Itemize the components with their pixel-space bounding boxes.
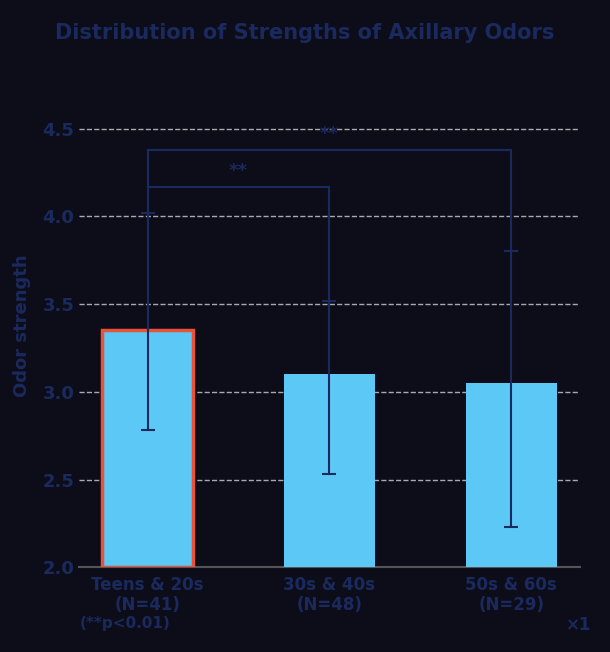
Text: (**p<0.01): (**p<0.01) (79, 616, 170, 631)
Bar (284, 374, 375, 567)
Bar (102, 331, 193, 567)
Bar (466, 383, 557, 567)
Text: ×1: ×1 (566, 616, 592, 634)
Text: **: ** (320, 125, 339, 143)
Text: **: ** (229, 162, 248, 179)
Text: Distribution of Strengths of Axillary Odors: Distribution of Strengths of Axillary Od… (56, 23, 554, 42)
Y-axis label: Odor strength: Odor strength (13, 255, 32, 397)
